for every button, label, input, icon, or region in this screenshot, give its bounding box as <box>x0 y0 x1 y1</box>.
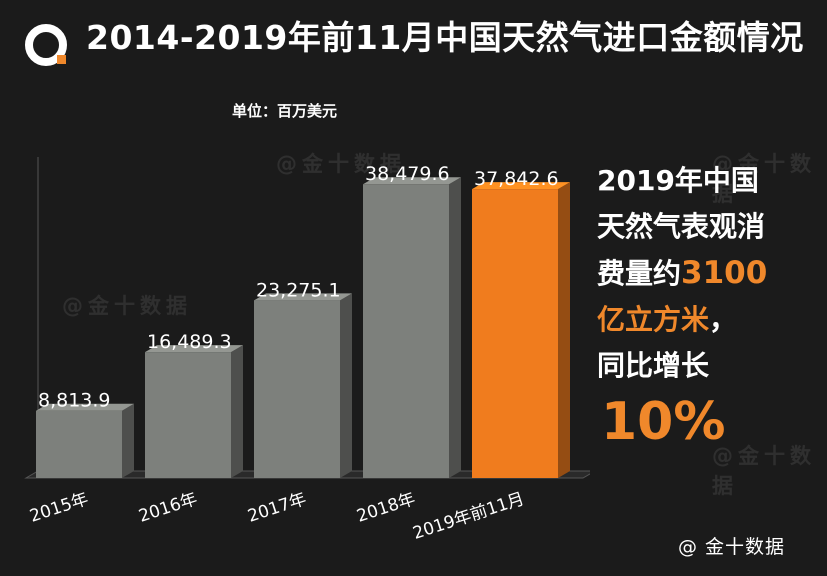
bar-top <box>472 182 570 190</box>
annotation-line: 天然气表观消 <box>597 210 766 243</box>
watermark: @金十数据 <box>712 444 816 498</box>
annotation-comma: ， <box>709 303 738 336</box>
x-tick-label: 2015年 <box>27 489 90 527</box>
source-credit: @ 金十数据 <box>678 536 786 558</box>
bar-top <box>363 177 461 185</box>
bar-top <box>36 403 134 411</box>
bar <box>472 182 570 478</box>
annotation-line: 2019年中国 <box>597 164 759 197</box>
bar-front <box>472 189 558 478</box>
bar-value-label: 38,479.6 <box>365 163 450 185</box>
bar-side <box>558 182 570 478</box>
watermark: @金十数据 <box>712 152 816 206</box>
annotation-line: 费量约3100 <box>597 250 822 297</box>
page-title: 2014-2019年前11月中国天然气进口金额情况 <box>86 18 804 57</box>
bar-value-label: 16,489.3 <box>147 331 232 353</box>
consumption-value: 3100 <box>681 255 768 291</box>
watermark: @金十数据 <box>276 152 406 176</box>
annotation-line: 亿立方米， <box>597 297 822 343</box>
bar-value-label: 23,275.1 <box>256 279 341 301</box>
consumption-unit: 亿立方米 <box>597 303 710 336</box>
bar-front <box>36 410 122 478</box>
annotation-prefix: 费量约 <box>597 257 682 290</box>
watermark: @金十数据 <box>62 294 192 318</box>
bar-side <box>231 345 243 478</box>
annotation-line: 同比增长 <box>597 349 710 382</box>
bar-side <box>449 177 461 479</box>
bar-front <box>363 184 449 479</box>
bar-front <box>145 352 231 478</box>
bar-side <box>122 403 134 478</box>
bar <box>36 403 134 478</box>
annotation-panel: 2019年中国 天然气表观消 费量约3100 亿立方米， 同比增长 <box>597 158 822 389</box>
x-tick-label: 2016年 <box>136 489 199 527</box>
jin10-logo-icon <box>25 24 67 66</box>
bar <box>145 345 243 478</box>
x-tick-label: 2019年前11月 <box>410 489 526 544</box>
bar <box>254 293 352 478</box>
x-tick-label: 2017年 <box>245 489 308 527</box>
bar-front <box>254 300 340 478</box>
bar-value-label: 37,842.6 <box>474 168 559 190</box>
bar-side <box>340 293 352 478</box>
unit-label: 单位：百万美元 <box>232 102 338 120</box>
x-tick-label: 2018年 <box>354 489 417 527</box>
bar-top <box>145 345 243 353</box>
bar-chart: 8,813.9 2015年 16,489.3 2016年 23,275.1 2017年 38… <box>24 157 590 544</box>
bar-value-label: 8,813.9 <box>38 390 111 412</box>
growth-value: 10% <box>601 392 726 452</box>
bar-top <box>254 293 352 301</box>
bar <box>363 177 461 479</box>
